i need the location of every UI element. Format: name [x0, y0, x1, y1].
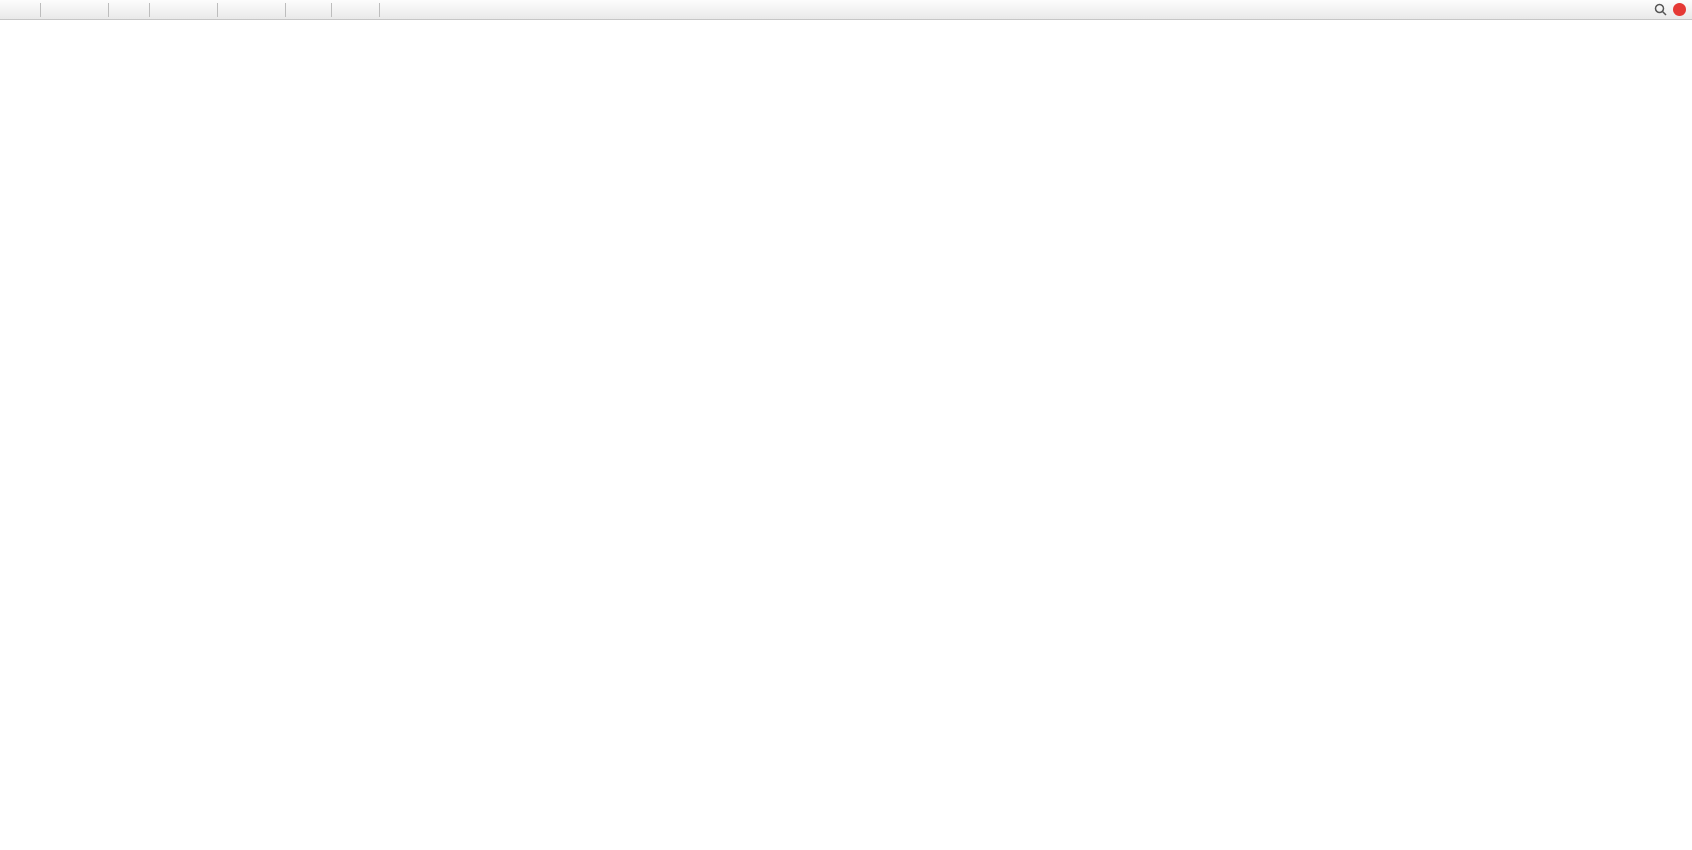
profiles-icon[interactable]: [65, 0, 84, 19]
candlestick-mode-icon[interactable]: [174, 0, 193, 19]
toolbar-separator: [149, 2, 150, 17]
line-chart-mode-icon[interactable]: [194, 0, 213, 19]
auto-trading-button[interactable]: [113, 1, 145, 18]
timeframe-button-m30[interactable]: [737, 1, 763, 18]
timeframe-button-m5[interactable]: [681, 1, 707, 18]
bar-chart-mode-icon[interactable]: [154, 0, 173, 19]
new-order-icon: [9, 0, 28, 19]
indicators-icon[interactable]: [290, 0, 309, 19]
rsi-indicator-label: [6, 656, 9, 667]
toolbar-separator: [40, 2, 41, 17]
timeframe-button-h4[interactable]: [793, 1, 819, 18]
crosshair-icon[interactable]: [356, 0, 375, 19]
toolbar-separator: [285, 2, 286, 17]
timeframe-group: [653, 1, 903, 18]
search-icon[interactable]: [1654, 3, 1667, 16]
periods-icon[interactable]: [309, 0, 328, 19]
zoom-out-icon[interactable]: [242, 0, 261, 19]
toolbar: [0, 0, 1692, 20]
timeframe-button-mn[interactable]: [877, 1, 903, 18]
refresh-icon[interactable]: [85, 0, 104, 19]
toolbar-separator: [108, 2, 109, 17]
cursor-icon[interactable]: [336, 0, 355, 19]
toolbar-separator: [331, 2, 332, 17]
auto-trading-icon: [118, 0, 137, 19]
text-tool-icon[interactable]: [504, 0, 523, 19]
timeframe-button-h1[interactable]: [765, 1, 791, 18]
vertical-line-tool-icon[interactable]: [384, 0, 403, 19]
fibonacci-tool-icon[interactable]: [464, 0, 483, 19]
timeframe-button-w1[interactable]: [849, 1, 875, 18]
chart-symbol-header: [6, 26, 17, 37]
zoom-in-icon[interactable]: [222, 0, 241, 19]
toolbar-separator: [379, 2, 380, 17]
horizontal-line-tool-icon[interactable]: [404, 0, 423, 19]
arrows-tool-icon[interactable]: [544, 0, 563, 19]
text-label-tool-icon[interactable]: [524, 0, 543, 19]
trendline-tool-icon[interactable]: [424, 0, 443, 19]
timeframe-button-m15[interactable]: [709, 1, 735, 18]
macd-indicator-label: [6, 559, 9, 570]
tile-windows-icon[interactable]: [262, 0, 281, 19]
timeframe-button-m1[interactable]: [653, 1, 679, 18]
timeframe-button-d1[interactable]: [821, 1, 847, 18]
toolbar-separator: [217, 2, 218, 17]
grid-icon[interactable]: [484, 0, 503, 19]
toolbar-right-group: [1654, 3, 1688, 16]
new-chart-icon[interactable]: [45, 0, 64, 19]
channel-tool-icon[interactable]: [444, 0, 463, 19]
notification-badge[interactable]: [1673, 3, 1686, 16]
new-order-button[interactable]: [4, 1, 36, 18]
